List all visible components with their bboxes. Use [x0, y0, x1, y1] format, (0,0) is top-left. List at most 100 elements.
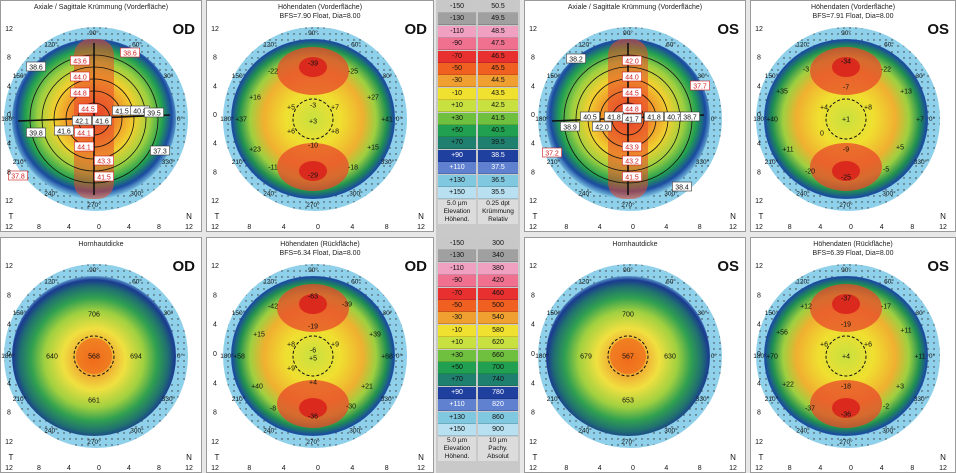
superior-peak — [832, 294, 860, 314]
y-tick-label: 4 — [531, 141, 535, 148]
nasal-label: N — [186, 453, 192, 462]
degree-label: 240° — [263, 426, 277, 434]
y-tick-label: 12 — [5, 439, 13, 446]
value-label: 567 — [622, 354, 634, 361]
x-tick-label: 4 — [880, 224, 884, 231]
value-label: 44.1 — [77, 131, 91, 138]
degree-label: 270° — [621, 438, 635, 446]
value-box — [580, 111, 600, 122]
scale-cell-left: -10 — [438, 87, 476, 100]
value-box — [70, 87, 90, 98]
y-tick-label: 4 — [531, 83, 535, 90]
x-tick-label: 8 — [910, 465, 914, 472]
value-label: +1 — [842, 117, 850, 124]
panel-p5[interactable]: 90° 60° 30° 0° 330° 300° 270° 240° 210° 180° 150° 1… — [0, 237, 202, 473]
value-box — [622, 171, 642, 182]
scale-footer-left: 5.0 µm — [438, 200, 476, 209]
value-label: 38.7 — [683, 115, 697, 122]
degree-label: 30° — [383, 72, 393, 80]
panel-title: Axiale / Sagittale Krümmung (Vorderfläch… — [1, 3, 201, 12]
x-tick-label: 8 — [247, 465, 251, 472]
y-tick-label: 8 — [213, 292, 217, 299]
value-label: -19 — [841, 322, 851, 329]
value-box — [622, 113, 642, 124]
scale-cell-right: 38.5 — [478, 149, 518, 162]
y-tick-label: 4 — [531, 322, 535, 329]
y-tick-label: 8 — [531, 169, 535, 176]
value-label: 44.8 — [73, 91, 87, 98]
value-label: +15 — [367, 145, 379, 152]
value-label: +41 — [381, 117, 393, 124]
degree-label: 180° — [220, 352, 234, 360]
panel-p1[interactable]: 90° 60° 30° 0° 330° 300° 270° 240° 210° 180° 150° 1… — [0, 0, 202, 232]
panel-title: Höhendaten (Vorderfläche) BFS=7.91 Float,… — [751, 3, 955, 21]
value-label: 38.4 — [675, 185, 689, 192]
value-label: +21 — [361, 384, 373, 391]
degree-label: 60° — [132, 278, 142, 286]
degree-label: 180° — [535, 115, 549, 123]
value-label: +16 — [249, 95, 261, 102]
degree-label: 30° — [383, 309, 393, 317]
x-tick-label: 12 — [939, 465, 947, 472]
x-tick-label: 8 — [157, 465, 161, 472]
value-label: -7 — [843, 85, 849, 92]
value-label: 43.6 — [73, 59, 87, 66]
inferior-peak — [299, 161, 327, 181]
degree-label: 30° — [164, 72, 174, 80]
superior-peak — [832, 57, 860, 77]
value-label: 37.8 — [11, 174, 25, 181]
panel-p6[interactable]: 90° 60° 30° 0° 330° 300° 270° 240° 210° 180° 150° 1… — [206, 237, 434, 473]
x-tick-label: 4 — [598, 224, 602, 231]
y-tick-label: 8 — [531, 55, 535, 62]
scale-cell-left: +30 — [438, 112, 476, 125]
degree-label: 330° — [162, 395, 176, 403]
y-tick-label: 12 — [5, 263, 13, 270]
panel-p4[interactable]: 90° 60° 30° 0° 330° 300° 270° 240° 210° 180° 150° 1… — [750, 0, 956, 232]
x-tick-label: 0 — [316, 465, 320, 472]
nasal-label: N — [940, 212, 946, 221]
panel-title-line: BFS=7.91 Float, Dia=8.00 — [812, 13, 894, 20]
value-label: -63 — [308, 294, 318, 301]
scale-cell-right: 46.5 — [478, 50, 518, 63]
x-tick-label: 4 — [598, 465, 602, 472]
value-label: -20 — [805, 169, 815, 176]
degree-label: 180° — [753, 352, 767, 360]
degree-label: 270° — [306, 201, 320, 209]
value-label: -18 — [841, 384, 851, 391]
value-label: +9 — [287, 366, 295, 373]
y-tick-label: 8 — [757, 55, 761, 62]
scale-footer-left: 5.0 µm — [438, 437, 476, 446]
superior-peak — [299, 57, 327, 77]
degree-label: 30° — [916, 309, 926, 317]
scale-cell-right: 37.5 — [478, 162, 518, 175]
degree-label: 270° — [87, 438, 101, 446]
value-label: 44.0 — [73, 75, 87, 82]
panel-title-line: Höhendaten (Rückfläche) — [813, 241, 893, 248]
value-label: +58 — [233, 354, 245, 361]
value-box — [144, 107, 164, 118]
panel-p7[interactable]: 90° 60° 30° 0° 330° 300° 270° 240° 210° 180° 150° 1… — [524, 237, 746, 473]
panel-p3[interactable]: 90° 60° 30° 0° 330° 300° 270° 240° 210° 180° 150° 1… — [524, 0, 746, 232]
x-tick-label: 8 — [157, 224, 161, 231]
scale-cell-left: -90 — [438, 38, 476, 51]
panel-p8[interactable]: 90° 60° 30° 0° 330° 300° 270° 240° 210° 180° 150° 1… — [750, 237, 956, 473]
degree-label: 330° — [914, 158, 928, 166]
value-label: +40 — [251, 384, 263, 391]
y-tick-label: 4 — [7, 141, 11, 148]
value-box — [70, 55, 90, 66]
value-box — [72, 115, 92, 126]
panel-p2[interactable]: 90° 60° 30° 0° 330° 300° 270° 240° 210° 180° 150° 1… — [206, 0, 434, 232]
scale-cell-right: 780 — [478, 386, 518, 399]
value-label: +8 — [287, 342, 295, 349]
y-tick-label: 4 — [213, 322, 217, 329]
degree-label: 240° — [578, 189, 592, 197]
x-tick-label: 12 — [529, 465, 537, 472]
degree-label: 180° — [1, 352, 15, 360]
x-tick-label: 4 — [880, 465, 884, 472]
x-tick-label: 8 — [564, 224, 568, 231]
value-label: 41.5 — [625, 175, 639, 182]
scale-footer-right: Relativ — [478, 216, 518, 225]
temporal-label: T — [533, 453, 538, 462]
x-tick-label: 8 — [37, 224, 41, 231]
degree-label: 120° — [44, 278, 58, 286]
